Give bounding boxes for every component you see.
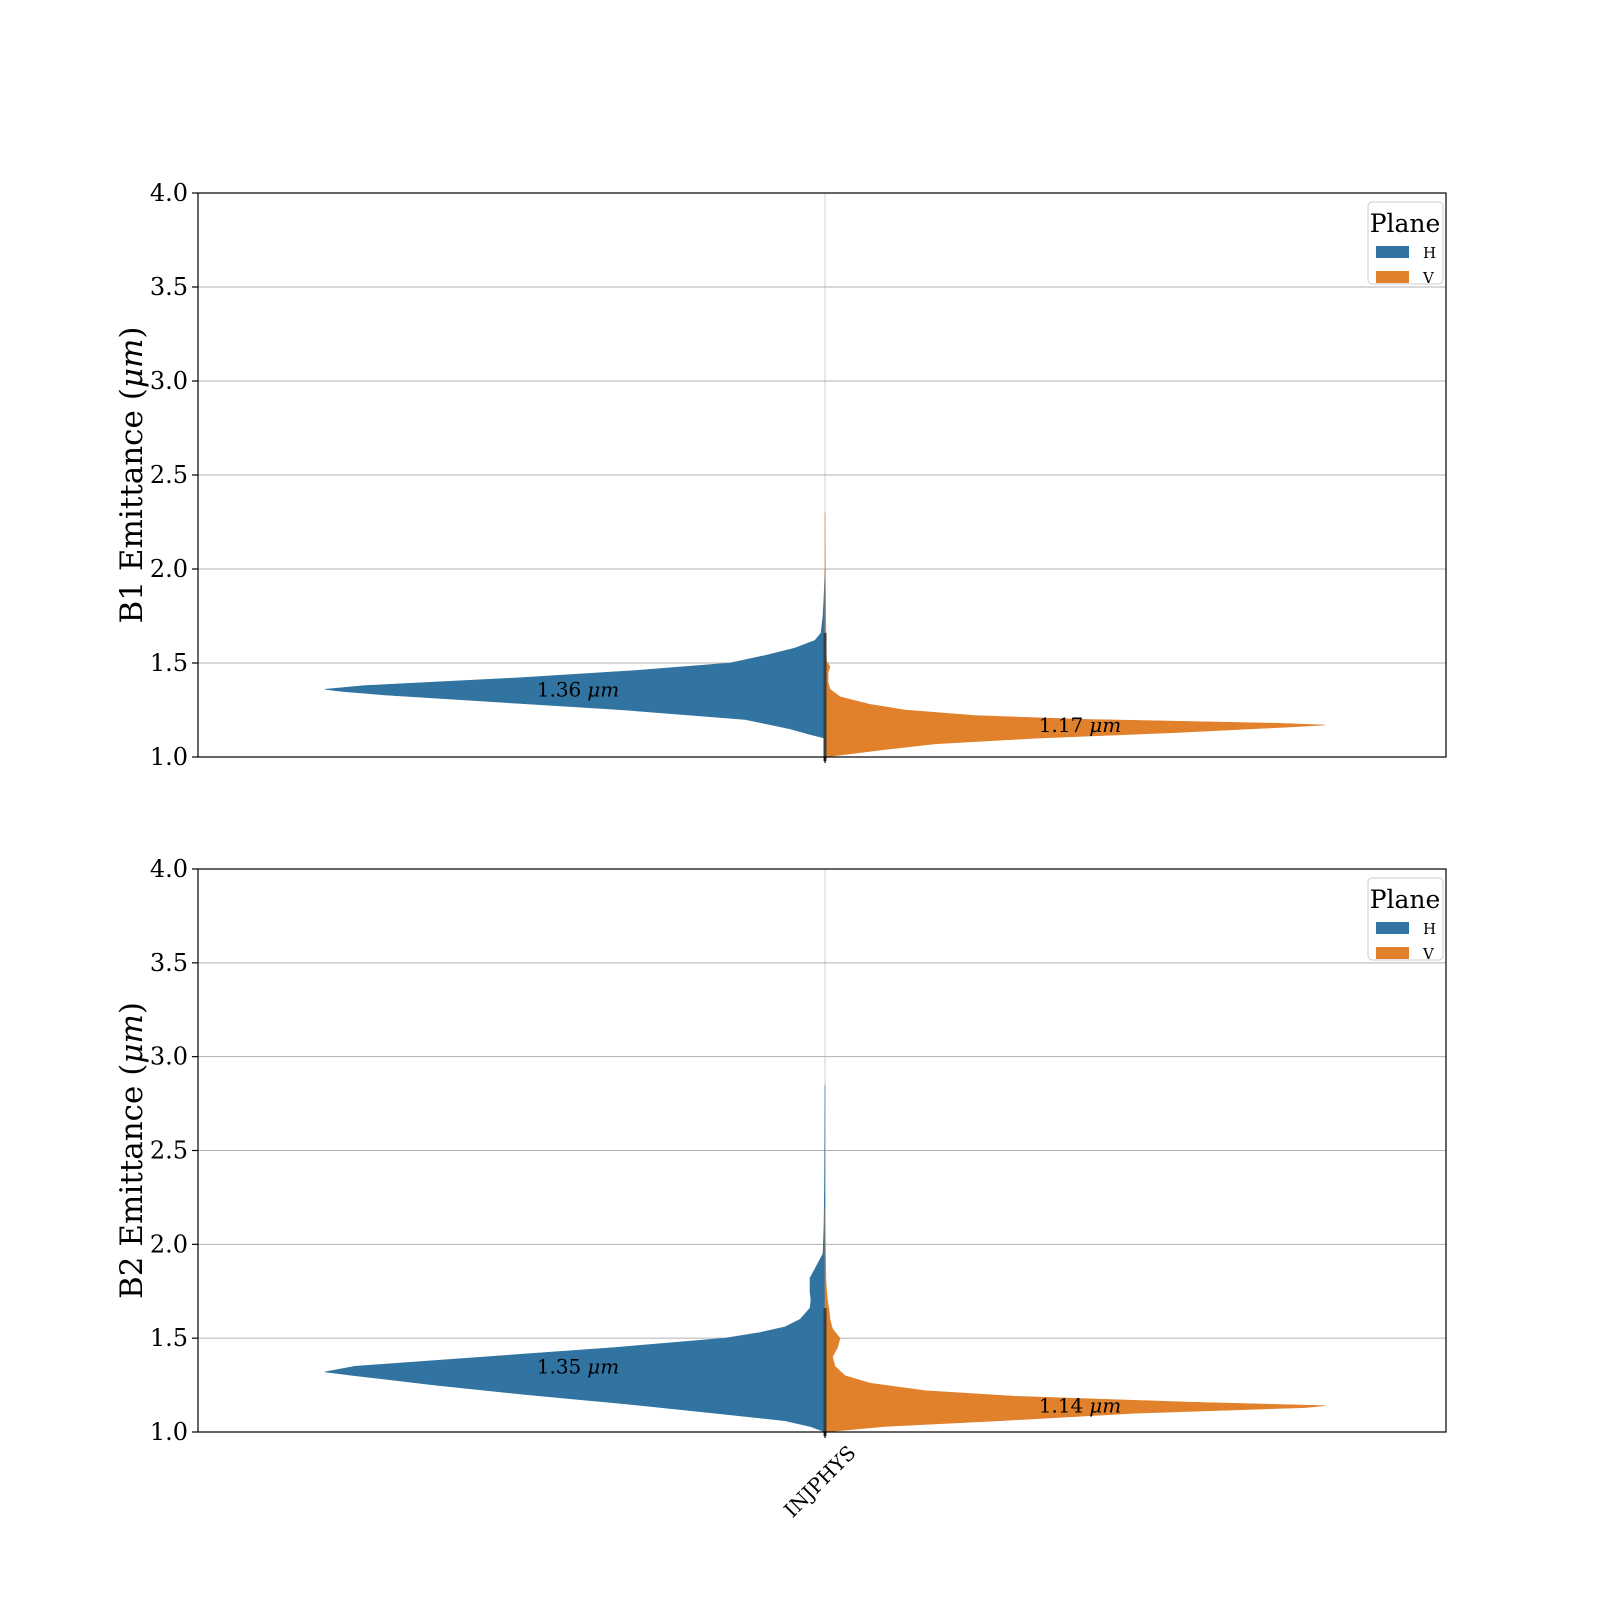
violin-h — [324, 568, 826, 739]
y-axis-label: B1 Emittance (μm) — [114, 327, 150, 624]
y-tick-label: 4.0 — [150, 855, 188, 883]
y-tick-label: 3.5 — [150, 273, 188, 301]
legend-label-h: H — [1423, 920, 1436, 938]
y-tick-label: 2.0 — [150, 555, 188, 583]
median-unit: μm — [587, 677, 619, 701]
median-label-v: 1.17 μm — [1039, 713, 1122, 737]
violin-v — [824, 1206, 1326, 1433]
median-unit: μm — [1089, 713, 1121, 737]
legend-swatch-h — [1376, 922, 1409, 934]
legend-label-h: H — [1423, 244, 1436, 262]
y-axis-label-main: B2 Emittance ( — [114, 1064, 150, 1299]
y-tick-label: 1.0 — [150, 743, 188, 771]
panel-2: 1.35 μm1.14 μm1.01.52.02.53.03.54.0B2 Emit… — [114, 855, 1447, 1522]
median-label-h: 1.36 μm — [537, 677, 620, 701]
y-axis-label-main: B1 Emittance ( — [114, 388, 150, 623]
median-value: 1.14 — [1039, 1394, 1084, 1418]
y-tick-label: 4.0 — [150, 179, 188, 207]
y-axis-label-unit: μm — [114, 339, 150, 389]
y-axis-label: B2 Emittance (μm) — [114, 1002, 150, 1299]
y-tick-label: 1.5 — [150, 1324, 188, 1352]
legend-swatch-h — [1376, 246, 1409, 258]
y-tick-label: 3.0 — [150, 1043, 188, 1071]
median-value: 1.17 — [1039, 713, 1084, 737]
y-axis-label-close: ) — [114, 327, 150, 339]
y-tick-label: 2.5 — [150, 1137, 188, 1165]
y-axis-label-unit: μm — [114, 1014, 150, 1064]
y-tick-label: 2.0 — [150, 1230, 188, 1258]
legend-label-v: V — [1422, 269, 1435, 287]
y-tick-label: 2.5 — [150, 461, 188, 489]
y-tick-label: 1.0 — [150, 1418, 188, 1446]
median-label-h: 1.35 μm — [537, 1354, 620, 1378]
median-value: 1.35 — [537, 1354, 582, 1378]
legend-box — [1367, 201, 1444, 285]
legend-swatch-v — [1376, 947, 1409, 959]
x-tick-label: INJPHYS — [779, 1441, 860, 1522]
legend-swatch-v — [1376, 271, 1409, 283]
legend-box — [1367, 877, 1444, 961]
legend-title: Plane — [1370, 209, 1441, 238]
y-tick-label: 1.5 — [150, 649, 188, 677]
violin-h — [324, 1084, 826, 1433]
median-label-v: 1.14 μm — [1039, 1394, 1122, 1418]
legend-label-v: V — [1422, 945, 1435, 963]
median-unit: μm — [1089, 1394, 1121, 1418]
panel-1: 1.36 μm1.17 μm1.01.52.02.53.03.54.0B1 Emit… — [114, 179, 1447, 771]
y-tick-label: 3.0 — [150, 367, 188, 395]
y-tick-label: 3.5 — [150, 949, 188, 977]
y-axis-label-close: ) — [114, 1002, 150, 1014]
legend-title: Plane — [1370, 885, 1441, 914]
median-unit: μm — [587, 1354, 619, 1378]
median-value: 1.36 — [537, 677, 582, 701]
